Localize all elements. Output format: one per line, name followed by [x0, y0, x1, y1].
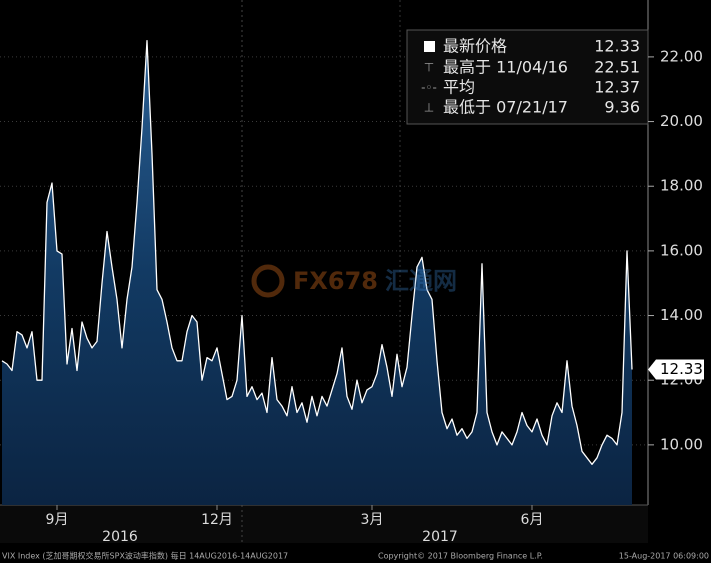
watermark-text: 汇通网	[385, 267, 457, 295]
x-tick-label: 6月	[521, 512, 544, 528]
year-label: 2017	[422, 529, 458, 545]
legend-icon: -◦-	[421, 81, 437, 95]
legend-icon: ⊤	[424, 61, 434, 75]
x-tick-label: 9月	[46, 512, 69, 528]
footer-copyright: Copyright© 2017 Bloomberg Finance L.P.	[378, 552, 543, 561]
footer-time: 15-Aug-2017 06:09:00	[619, 552, 709, 561]
watermark: FX678 汇通网	[251, 264, 457, 298]
legend-swatch	[424, 41, 435, 52]
last-value-tag	[648, 359, 704, 380]
legend-label: 最新价格	[443, 37, 507, 56]
legend-value: 12.37	[594, 78, 640, 97]
year-label: 2016	[102, 529, 138, 545]
x-axis-band	[0, 505, 648, 543]
watermark-text: FX678	[293, 267, 378, 295]
line	[1, 40, 633, 465]
legend-label: 最高于 11/04/16	[443, 58, 568, 77]
x-tick-label: 3月	[361, 512, 384, 528]
y-tick-label: 22.00	[660, 47, 703, 65]
watermark-logo	[251, 264, 285, 298]
y-tick-label: 16.00	[660, 241, 703, 259]
legend-label: 平均	[443, 78, 475, 97]
legend-value: 9.36	[604, 98, 640, 117]
footer-source: VIX Index (芝加哥期权交易所SPX波动率指数) 每日 14AUG201…	[2, 551, 288, 561]
legend-value: 12.33	[594, 37, 640, 56]
legend-icon: ⊥	[424, 101, 434, 115]
y-tick-label: 20.00	[660, 112, 703, 130]
legend: 最新价格 12.33 ⊤ 最高于 11/04/16 22.51 -◦- 平均 1…	[406, 29, 649, 125]
area	[2, 40, 632, 505]
x-tick-label: 12月	[201, 512, 233, 528]
y-tick-label: 14.00	[660, 306, 703, 324]
legend-label: 最低于 07/21/17	[443, 98, 568, 117]
last-value-label: 12.33	[660, 360, 703, 378]
legend-value: 22.51	[594, 58, 640, 77]
legend-box	[406, 29, 649, 125]
y-tick-label: 18.00	[660, 177, 703, 195]
y-tick-label: 10.00	[660, 435, 703, 453]
